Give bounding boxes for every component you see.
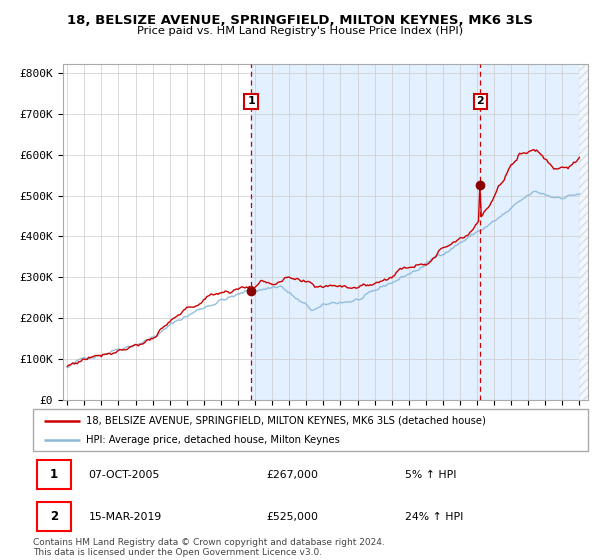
Text: Contains HM Land Registry data © Crown copyright and database right 2024.
This d: Contains HM Land Registry data © Crown c… [33, 538, 385, 557]
Text: 15-MAR-2019: 15-MAR-2019 [89, 512, 162, 521]
Text: 1: 1 [50, 468, 58, 481]
Text: 5% ↑ HPI: 5% ↑ HPI [405, 470, 457, 479]
Text: £267,000: £267,000 [266, 470, 318, 479]
Text: £525,000: £525,000 [266, 512, 318, 521]
Text: 2: 2 [476, 96, 484, 106]
Bar [37, 460, 71, 489]
Text: 2: 2 [50, 510, 58, 523]
Text: Price paid vs. HM Land Registry's House Price Index (HPI): Price paid vs. HM Land Registry's House … [137, 26, 463, 36]
Bar [251, 64, 588, 400]
Text: 07-OCT-2005: 07-OCT-2005 [89, 470, 160, 479]
Bar [37, 502, 71, 531]
Text: 18, BELSIZE AVENUE, SPRINGFIELD, MILTON KEYNES, MK6 3LS (detached house): 18, BELSIZE AVENUE, SPRINGFIELD, MILTON … [86, 416, 485, 426]
Text: 24% ↑ HPI: 24% ↑ HPI [405, 512, 463, 521]
Text: 1: 1 [247, 96, 255, 106]
Text: 18, BELSIZE AVENUE, SPRINGFIELD, MILTON KEYNES, MK6 3LS: 18, BELSIZE AVENUE, SPRINGFIELD, MILTON … [67, 14, 533, 27]
Polygon shape [580, 64, 588, 400]
Text: HPI: Average price, detached house, Milton Keynes: HPI: Average price, detached house, Milt… [86, 435, 340, 445]
